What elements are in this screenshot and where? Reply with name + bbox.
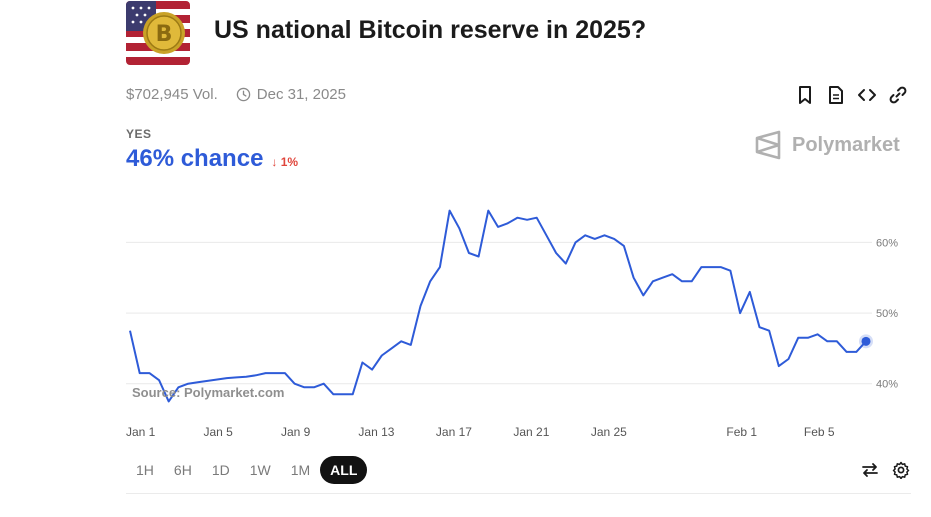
swap-button[interactable] — [859, 459, 881, 481]
swap-icon — [862, 463, 878, 477]
x-tick-label: Jan 13 — [358, 425, 394, 439]
range-1d[interactable]: 1D — [211, 462, 230, 478]
chart-tools — [850, 459, 912, 481]
chance-display: 46% chance ↓ 1% — [126, 145, 298, 173]
polymarket-logo-icon — [755, 130, 781, 160]
clock-icon — [236, 87, 251, 102]
bottom-divider — [126, 493, 911, 494]
time-range-selector: 1H 6H 1D 1W 1M ALL — [126, 456, 368, 484]
outcome-label: YES — [126, 127, 152, 141]
market-thumbnail: B — [126, 1, 190, 65]
market-meta: $702,945 Vol. Dec 31, 2025 — [126, 86, 346, 103]
x-tick-label: Jan 5 — [203, 425, 233, 439]
embed-button[interactable] — [856, 84, 878, 106]
volume-text: $702,945 Vol. — [126, 86, 218, 103]
chance-delta: ↓ 1% — [271, 155, 299, 169]
document-button[interactable] — [825, 84, 847, 106]
x-tick-label: Jan 1 — [126, 425, 156, 439]
y-tick-label: 50% — [876, 308, 898, 320]
end-date: Dec 31, 2025 — [236, 86, 346, 103]
y-tick-label: 60% — [876, 237, 898, 249]
market-actions — [794, 84, 918, 106]
x-tick-label: Jan 25 — [591, 425, 627, 439]
x-tick-label: Feb 5 — [804, 425, 835, 439]
range-all[interactable]: ALL — [320, 456, 368, 484]
bookmark-button[interactable] — [794, 84, 816, 106]
end-date-text: Dec 31, 2025 — [256, 86, 346, 103]
market-title: US national Bitcoin reserve in 2025? — [214, 16, 647, 44]
settings-button[interactable] — [890, 459, 912, 481]
y-tick-label: 40% — [876, 379, 898, 391]
link-icon — [889, 86, 907, 104]
flag-bitcoin-image: B — [126, 1, 190, 65]
brand-name: Polymarket — [792, 133, 900, 156]
svg-text:B: B — [156, 22, 173, 47]
range-6h[interactable]: 6H — [173, 462, 192, 478]
embed-icon — [858, 89, 876, 101]
gear-icon — [892, 461, 910, 479]
x-tick-label: Feb 1 — [726, 425, 757, 439]
series-line-yes — [129, 209, 867, 403]
source-label: Source: Polymarket.com — [132, 385, 284, 400]
bookmark-icon — [799, 86, 811, 104]
document-icon — [829, 86, 843, 104]
range-1m[interactable]: 1M — [290, 462, 311, 478]
range-1w[interactable]: 1W — [249, 462, 271, 478]
x-tick-label: Jan 17 — [436, 425, 472, 439]
copy-link-button[interactable] — [887, 84, 909, 106]
x-tick-label: Jan 21 — [513, 425, 549, 439]
chance-value: 46% chance — [126, 145, 264, 172]
polymarket-brand: Polymarket — [754, 130, 900, 160]
x-tick-label: Jan 9 — [281, 425, 311, 439]
endpoint-marker — [861, 336, 871, 346]
range-1h[interactable]: 1H — [136, 462, 154, 478]
